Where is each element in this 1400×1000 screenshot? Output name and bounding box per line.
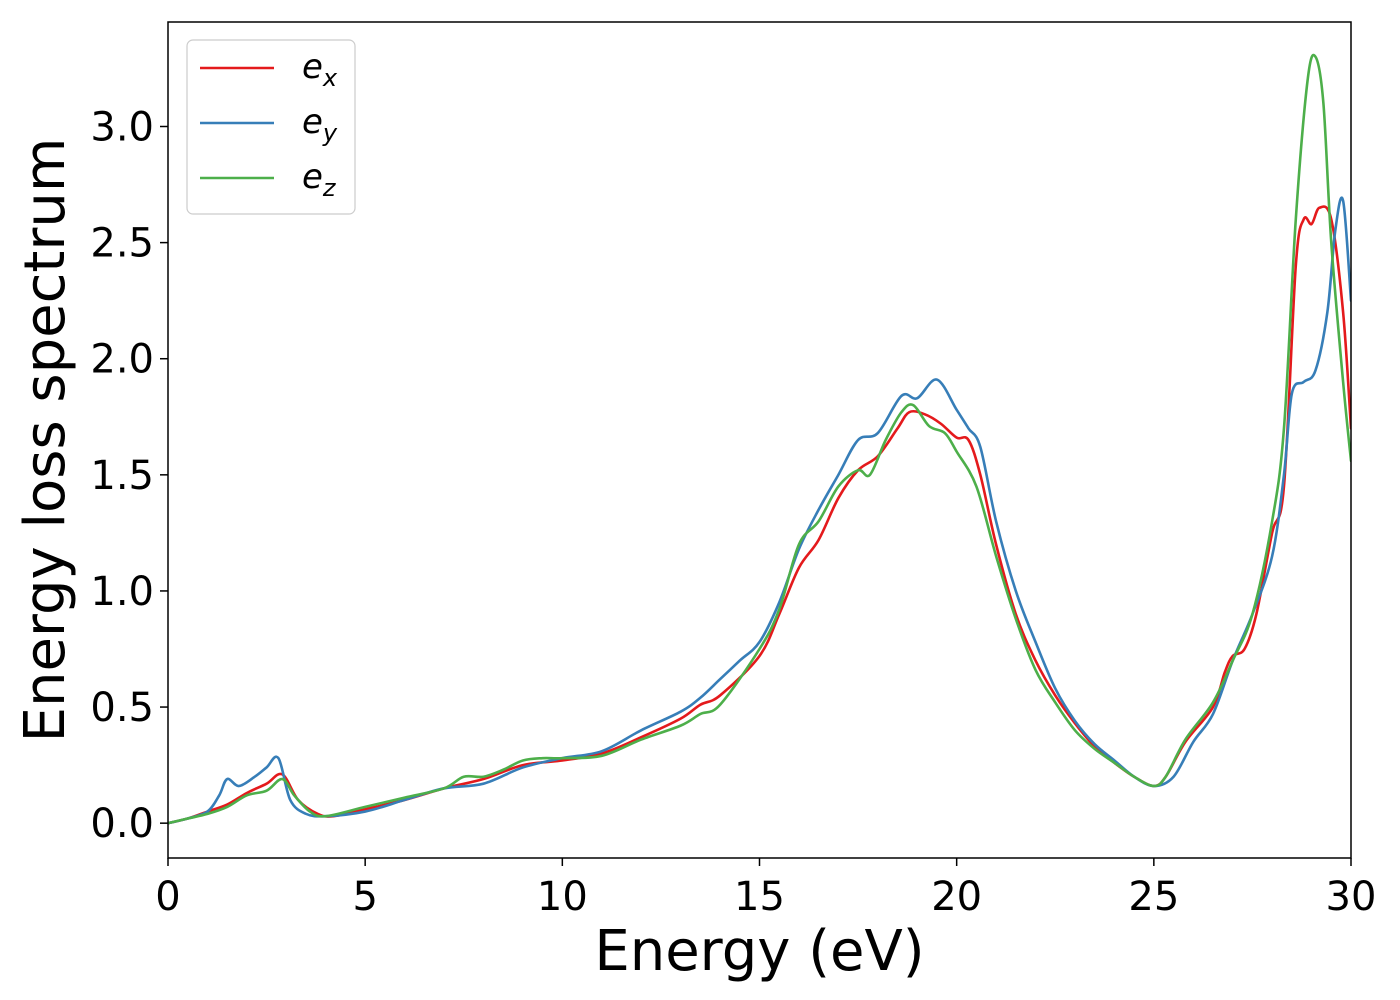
legend-frame xyxy=(186,39,356,215)
series-layer xyxy=(168,53,1351,825)
x-axis-label: Energy (eV) xyxy=(594,919,924,984)
series-line-e-z xyxy=(168,53,1351,825)
y-tick-label: 0.0 xyxy=(90,801,154,847)
y-tick-label: 1.5 xyxy=(90,453,154,499)
x-tick-label: 30 xyxy=(1326,874,1377,920)
y-tick-label: 2.5 xyxy=(90,221,154,267)
ticks-layer: 0 5 10 15 20 25 30 0.0 0.5 1.0 1.5 2.0 2.5 3.0 xyxy=(90,105,1376,921)
y-tick-label: 0.5 xyxy=(90,685,154,731)
x-tick-label: 10 xyxy=(537,874,588,920)
series-line-e-y xyxy=(168,196,1351,825)
y-tick-label: 1.0 xyxy=(90,569,154,615)
legend-label-e-z: ez xyxy=(302,157,337,202)
y-axis-label: Energy loss spectrum xyxy=(13,138,78,743)
series-line-e-x xyxy=(168,205,1351,825)
y-tick-label: 2.0 xyxy=(90,337,154,383)
legend: ex ey ez xyxy=(186,39,356,215)
legend-label-e-y: ey xyxy=(302,102,338,147)
x-tick-label: 15 xyxy=(734,874,785,920)
x-tick-label: 0 xyxy=(155,874,180,920)
legend-label-e-x: ex xyxy=(302,47,338,92)
y-tick-label: 3.0 xyxy=(90,105,154,151)
x-tick-label: 20 xyxy=(931,874,982,920)
x-tick-label: 5 xyxy=(352,874,377,920)
x-tick-label: 25 xyxy=(1128,874,1179,920)
